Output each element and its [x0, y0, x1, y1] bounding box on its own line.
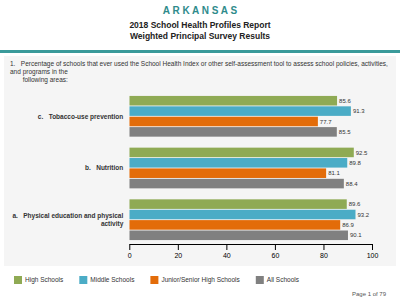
- x-tick: 0: [128, 244, 132, 259]
- bar: [129, 199, 346, 209]
- title: A R K A N S A S: [163, 5, 238, 16]
- data-label: 93.2: [357, 212, 369, 218]
- question: 1. Percentage of schools that ever used …: [10, 60, 388, 84]
- legend-swatch: [79, 276, 87, 284]
- bar: [129, 179, 344, 189]
- legend-swatch: [14, 276, 22, 284]
- separator: [0, 50, 400, 53]
- page-note: Page 1 of 79: [352, 291, 387, 297]
- x-axis: 0 20 40 60 80 100: [128, 244, 379, 259]
- legend-item: High Schools: [14, 276, 64, 284]
- x-tick: 80: [320, 244, 328, 259]
- bar: [129, 220, 340, 230]
- data-labels: 89.6 92.5 85.6 93.2 89.8 91.3 86.9 81.1 77.7 90.1…: [320, 98, 370, 239]
- legend-label: Middle Schools: [90, 276, 135, 283]
- chart-svg: A R K A N S A S 2018 School Health Profil…: [0, 0, 400, 300]
- legend-label: Junior/Senior High Schools: [161, 276, 240, 284]
- x-tick-mark: [372, 244, 373, 250]
- legend: High Schools Middle Schools Junior/Senior …: [14, 276, 300, 284]
- x-tick-label: 20: [174, 252, 182, 259]
- category-label-line: b. Nutrition: [85, 164, 123, 171]
- bar: [129, 117, 318, 127]
- x-tick: 100: [367, 244, 379, 259]
- legend-label: High Schools: [25, 276, 64, 284]
- bar: [129, 168, 326, 178]
- data-label: 85.6: [339, 98, 351, 104]
- legend-item: Middle Schools: [79, 276, 135, 284]
- subtitle: 2018 School Health Profiles Report: [129, 20, 270, 30]
- legend-item: All Schools: [256, 276, 300, 284]
- data-label: 90.1: [350, 232, 362, 238]
- x-tick-mark: [226, 244, 227, 250]
- category-label-line: activity: [88, 220, 123, 228]
- x-tick-label: 0: [128, 252, 132, 259]
- x-tick-label: 100: [367, 252, 379, 259]
- data-label: 89.6: [349, 201, 361, 207]
- data-label: 86.9: [342, 222, 354, 228]
- data-label: 92.5: [356, 150, 368, 156]
- x-tick: 40: [223, 244, 231, 259]
- content-background: [4, 56, 396, 266]
- bars: [129, 96, 355, 240]
- bar: [129, 96, 337, 106]
- bar: [129, 231, 348, 241]
- data-label: 85.5: [339, 129, 351, 135]
- x-tick-label: 80: [320, 252, 328, 259]
- x-tick: 60: [272, 244, 280, 259]
- chart-container: A R K A N S A S 2018 School Health Profil…: [0, 0, 400, 300]
- x-tick-label: 60: [272, 252, 280, 259]
- subtitle: Weighted Principal Survey Results: [130, 31, 270, 41]
- question-line: and programs in the: [10, 68, 68, 76]
- bar: [129, 148, 354, 158]
- x-tick-mark: [129, 244, 130, 250]
- data-label: 91.3: [353, 108, 365, 114]
- bar: [129, 127, 337, 137]
- data-label: 77.7: [320, 119, 332, 125]
- x-tick: 20: [174, 244, 182, 259]
- category-labels: a. Physical education and physical activ…: [12, 113, 123, 228]
- bar: [129, 106, 351, 116]
- legend-swatch: [256, 276, 264, 284]
- category-label: c. Tobacco-use prevention: [38, 113, 124, 121]
- data-label: 88.4: [346, 181, 358, 187]
- data-label: 81.1: [328, 170, 340, 176]
- x-axis-line: [130, 244, 373, 245]
- x-tick-mark: [323, 244, 324, 250]
- bar: [129, 210, 355, 220]
- legend-swatch: [150, 276, 158, 284]
- x-tick-label: 40: [223, 252, 231, 259]
- x-tick-mark: [275, 244, 276, 250]
- question-line: following areas:: [10, 76, 68, 84]
- category-label: b. Nutrition: [85, 164, 123, 171]
- data-label: 89.8: [349, 160, 361, 166]
- category-label: a. Physical education and physical activ…: [12, 212, 123, 228]
- x-tick-mark: [178, 244, 179, 250]
- question-line: 1. Percentage of schools that ever used …: [10, 60, 388, 68]
- bar: [129, 158, 347, 168]
- legend-item: Junior/Senior High Schools: [150, 276, 240, 284]
- legend-label: All Schools: [267, 276, 300, 283]
- category-label-line: c. Tobacco-use prevention: [38, 113, 124, 121]
